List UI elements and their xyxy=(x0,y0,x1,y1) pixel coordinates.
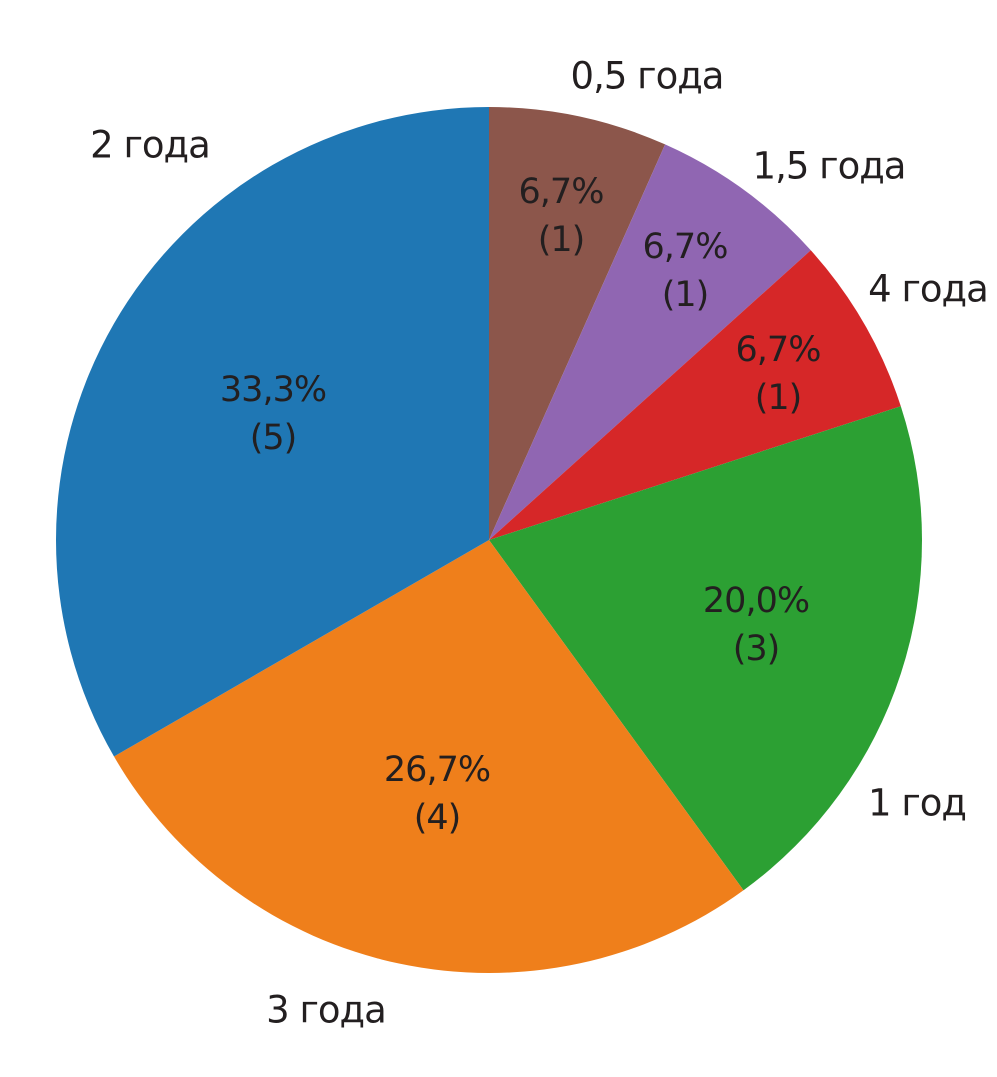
pie-slice-5 xyxy=(55,107,489,757)
slice-percent-text: 20,0% xyxy=(703,581,809,621)
slice-category-label-5: 2 года xyxy=(90,124,210,167)
slice-value-label-1: 6,7% (1) xyxy=(643,227,728,315)
pie-slice-3 xyxy=(489,406,922,891)
slice-percent-text: 6,7% xyxy=(519,172,604,212)
pie-slice-0 xyxy=(489,107,666,540)
pie-slice-4 xyxy=(114,540,744,973)
pie-slices xyxy=(55,107,922,973)
pie-slice-1 xyxy=(489,144,811,540)
slice-count-text: (1) xyxy=(538,220,585,260)
slice-value-label-0: 6,7% (1) xyxy=(519,172,604,260)
slice-category-label-0: 0,5 года xyxy=(571,55,724,98)
slice-category-labels: 0,5 года 1,5 года 4 года 1 год 3 года 2 года xyxy=(90,55,989,1032)
slice-count-text: (1) xyxy=(662,275,709,315)
pie-slice-2 xyxy=(489,250,901,540)
slice-value-label-2: 6,7% (1) xyxy=(736,330,821,418)
slice-category-label-1: 1,5 года xyxy=(753,145,906,188)
slice-value-label-4: 26,7% (4) xyxy=(384,750,490,838)
slice-count-text: (4) xyxy=(414,798,461,838)
slice-percent-text: 33,3% xyxy=(220,370,326,410)
slice-percent-text: 26,7% xyxy=(384,750,490,790)
slice-category-label-4: 3 года xyxy=(266,989,386,1032)
slice-count-text: (3) xyxy=(733,629,780,669)
slice-value-label-3: 20,0% (3) xyxy=(703,581,809,669)
slice-value-label-5: 33,3% (5) xyxy=(220,370,326,458)
slice-category-label-3: 1 год xyxy=(868,782,966,825)
slice-count-text: (5) xyxy=(250,418,297,458)
slice-value-labels: 6,7% (1) 6,7% (1) 6,7% (1) 20,0% (3) 26,7% (4) 33,… xyxy=(220,172,822,838)
slice-category-label-2: 4 года xyxy=(868,268,988,311)
slice-count-text: (1) xyxy=(755,378,802,418)
slice-percent-text: 6,7% xyxy=(736,330,821,370)
slice-percent-text: 6,7% xyxy=(643,227,728,267)
